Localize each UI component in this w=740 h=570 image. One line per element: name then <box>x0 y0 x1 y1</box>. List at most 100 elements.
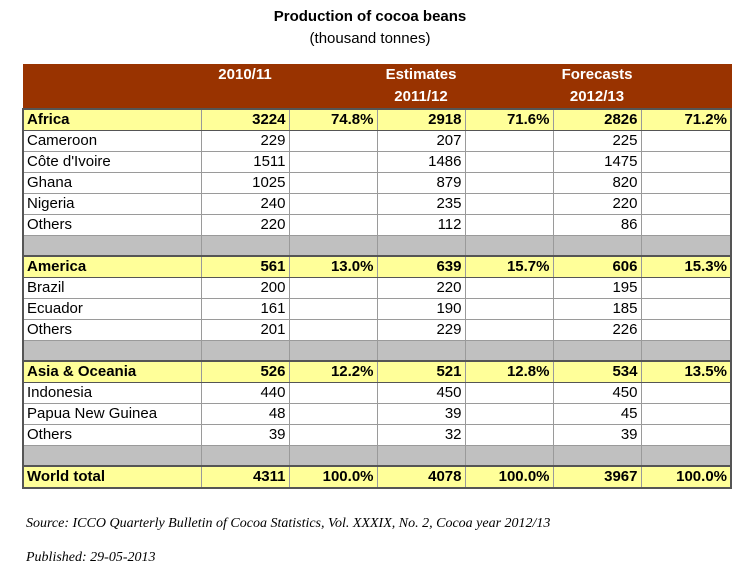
spacer-cell <box>640 235 732 257</box>
spacer-cell <box>22 445 202 467</box>
value-cell: 879 <box>376 172 466 194</box>
header-corner-2 <box>22 86 202 110</box>
share-cell <box>288 193 378 215</box>
table-row: Ghana 1025 879 820 <box>22 172 732 194</box>
value-cell: 2826 <box>552 108 642 131</box>
value-cell: 1511 <box>200 151 290 173</box>
header-estimates: Estimates <box>376 64 466 87</box>
value-cell: 450 <box>552 382 642 404</box>
region-row: America 561 13.0% 639 15.7% 606 15.3% <box>22 255 732 278</box>
share-cell <box>640 298 732 320</box>
table-row: Others 201 229 226 <box>22 319 732 341</box>
row-label: America <box>22 255 202 278</box>
share-cell <box>288 319 378 341</box>
table-row: Brazil 200 220 195 <box>22 277 732 299</box>
spacer-cell <box>200 235 290 257</box>
share-cell <box>464 403 554 425</box>
row-label: Ghana <box>22 172 202 194</box>
share-cell <box>640 130 732 152</box>
value-cell: 112 <box>376 214 466 236</box>
share-cell <box>288 214 378 236</box>
table-body: Africa 3224 74.8% 2918 71.6% 2826 71.2% Cameroo… <box>22 108 732 489</box>
value-cell: 606 <box>552 255 642 278</box>
value-cell: 190 <box>376 298 466 320</box>
value-cell: 3967 <box>552 465 642 489</box>
spacer-cell <box>288 235 378 257</box>
table-subtitle: (thousand tonnes) <box>309 30 431 47</box>
share-cell <box>288 151 378 173</box>
table-row: Others 39 32 39 <box>22 424 732 446</box>
published-date: Published: 29-05-2013 <box>26 550 156 565</box>
share-cell: 15.3% <box>640 255 732 278</box>
table-row: Papua New Guinea 48 39 45 <box>22 403 732 425</box>
value-cell: 195 <box>552 277 642 299</box>
share-cell: 12.2% <box>288 360 378 383</box>
value-cell: 207 <box>376 130 466 152</box>
spacer-row <box>22 235 732 257</box>
header-estimates-year: 2011/12 <box>376 86 466 110</box>
region-row: Africa 3224 74.8% 2918 71.6% 2826 71.2% <box>22 108 732 131</box>
cocoa-production-table: 2010/11 Estimates Forecasts 2011/12 2012… <box>22 64 732 489</box>
value-cell: 48 <box>200 403 290 425</box>
total-row: World total 4311 100.0% 4078 100.0% 3967 100.0… <box>22 465 732 489</box>
value-cell: 450 <box>376 382 466 404</box>
header-corner <box>22 64 202 87</box>
value-cell: 39 <box>376 403 466 425</box>
header-forecasts-year: 2012/13 <box>552 86 642 110</box>
source-note: Source: ICCO Quarterly Bulletin of Cocoa… <box>26 516 551 531</box>
spacer-row <box>22 340 732 362</box>
region-row: Asia & Oceania 526 12.2% 521 12.8% 534 13.5% <box>22 360 732 383</box>
spacer-cell <box>376 235 466 257</box>
share-cell <box>464 130 554 152</box>
table-row: Cameroon 229 207 225 <box>22 130 732 152</box>
row-label: Brazil <box>22 277 202 299</box>
share-cell <box>288 403 378 425</box>
header-spacer-3 <box>640 64 732 87</box>
value-cell: 39 <box>552 424 642 446</box>
share-cell <box>464 298 554 320</box>
share-cell: 15.7% <box>464 255 554 278</box>
value-cell: 226 <box>552 319 642 341</box>
header-spacer-6 <box>640 86 732 110</box>
share-cell: 71.6% <box>464 108 554 131</box>
row-label: Africa <box>22 108 202 131</box>
table-row: Nigeria 240 235 220 <box>22 193 732 215</box>
value-cell: 534 <box>552 360 642 383</box>
share-cell <box>464 151 554 173</box>
row-label: Others <box>22 319 202 341</box>
value-cell: 185 <box>552 298 642 320</box>
value-cell: 240 <box>200 193 290 215</box>
share-cell: 100.0% <box>640 465 732 489</box>
share-cell <box>464 319 554 341</box>
spacer-cell <box>22 235 202 257</box>
value-cell: 45 <box>552 403 642 425</box>
share-cell <box>288 130 378 152</box>
spacer-cell <box>552 445 642 467</box>
header-2010-11-line2 <box>200 86 290 110</box>
value-cell: 39 <box>200 424 290 446</box>
value-cell: 32 <box>376 424 466 446</box>
spacer-cell <box>200 340 290 362</box>
row-label: Others <box>22 424 202 446</box>
row-label: Papua New Guinea <box>22 403 202 425</box>
spacer-row <box>22 445 732 467</box>
row-label: Cameroon <box>22 130 202 152</box>
spacer-cell <box>552 340 642 362</box>
value-cell: 235 <box>376 193 466 215</box>
spacer-cell <box>464 235 554 257</box>
share-cell: 13.0% <box>288 255 378 278</box>
value-cell: 1475 <box>552 151 642 173</box>
share-cell <box>288 424 378 446</box>
share-cell: 71.2% <box>640 108 732 131</box>
row-label: Indonesia <box>22 382 202 404</box>
share-cell <box>464 193 554 215</box>
value-cell: 521 <box>376 360 466 383</box>
value-cell: 225 <box>552 130 642 152</box>
spacer-cell <box>376 445 466 467</box>
value-cell: 4078 <box>376 465 466 489</box>
value-cell: 1025 <box>200 172 290 194</box>
value-cell: 1486 <box>376 151 466 173</box>
value-cell: 220 <box>376 277 466 299</box>
value-cell: 220 <box>200 214 290 236</box>
share-cell <box>464 172 554 194</box>
